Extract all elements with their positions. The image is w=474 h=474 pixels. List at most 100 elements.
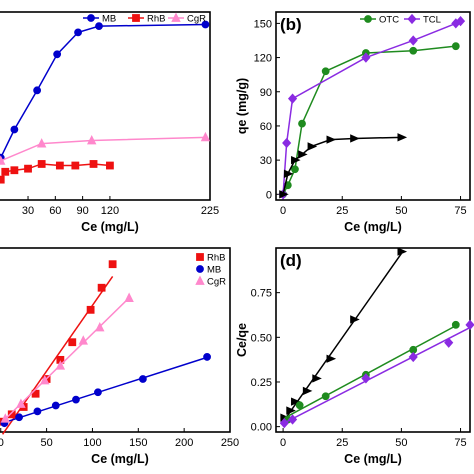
y-tick-label: 90 bbox=[260, 87, 272, 99]
data-point bbox=[68, 338, 77, 347]
legend-marker bbox=[195, 275, 205, 285]
plot-frame bbox=[275, 11, 471, 201]
series-mb bbox=[0, 353, 211, 428]
series-2 bbox=[283, 320, 460, 424]
panel-label: (d) bbox=[280, 251, 302, 270]
data-point bbox=[55, 161, 64, 170]
data-point bbox=[451, 42, 460, 51]
legend-label: TCL bbox=[423, 15, 441, 26]
legend: OTC TCL bbox=[360, 13, 441, 26]
y-tick-label: 60 bbox=[260, 121, 272, 133]
data-point bbox=[71, 161, 80, 170]
fit-line bbox=[283, 326, 471, 424]
x-axis-label: Ce (mg/L) bbox=[81, 220, 139, 234]
series-otc bbox=[279, 42, 460, 199]
data-point bbox=[94, 388, 102, 397]
data-point bbox=[40, 374, 50, 385]
data-point bbox=[78, 335, 88, 345]
data-point bbox=[53, 50, 62, 59]
data-point bbox=[89, 160, 98, 168]
y-tick-label: 0.75 bbox=[251, 288, 272, 300]
data-point bbox=[287, 93, 298, 104]
x-tick-label: 0 bbox=[280, 437, 286, 449]
x-tick-label: 60 bbox=[49, 205, 61, 217]
series-3 bbox=[279, 133, 408, 199]
legend-marker bbox=[132, 14, 140, 22]
data-point bbox=[291, 165, 299, 174]
x-tick-label: 30 bbox=[22, 205, 34, 217]
y-tick-label: 0 bbox=[266, 189, 272, 201]
data-point bbox=[95, 321, 105, 332]
data-point bbox=[138, 375, 147, 383]
x-tick-label: 250 bbox=[221, 437, 239, 449]
panel-label: (b) bbox=[280, 15, 302, 34]
data-point bbox=[108, 260, 117, 269]
data-point bbox=[33, 86, 42, 95]
data-point bbox=[15, 413, 23, 422]
data-point bbox=[291, 397, 301, 406]
data-point bbox=[1, 167, 10, 176]
legend-label: CgR bbox=[187, 14, 206, 25]
data-point bbox=[295, 401, 304, 410]
data-point bbox=[282, 137, 292, 149]
data-point bbox=[455, 15, 466, 27]
data-point bbox=[298, 119, 306, 128]
data-point bbox=[0, 155, 6, 165]
legend-marker bbox=[407, 13, 417, 25]
panel-4: 0 25 50 75 0.00 0.25 0.50 0.75 Ce (mg/L) Ce/qe (d) bbox=[235, 247, 474, 466]
y-tick-label: 0.25 bbox=[251, 377, 272, 389]
legend-label: RhB bbox=[207, 253, 225, 264]
y-tick-label: 150 bbox=[254, 18, 272, 30]
series-mb bbox=[0, 20, 210, 162]
legend-label: OTC bbox=[379, 15, 399, 26]
legend-marker bbox=[196, 253, 204, 261]
x-tick-label: 200 bbox=[175, 437, 193, 449]
series-3 bbox=[279, 319, 474, 429]
legend-marker bbox=[364, 15, 372, 23]
data-point bbox=[326, 354, 337, 363]
series-1 bbox=[280, 247, 408, 422]
data-point bbox=[287, 414, 298, 425]
data-point bbox=[409, 46, 418, 55]
data-point bbox=[286, 406, 296, 415]
x-tick-label: 0 bbox=[280, 205, 286, 217]
x-tick-label: 75 bbox=[454, 437, 466, 449]
data-point bbox=[74, 28, 82, 37]
series-cgr bbox=[0, 131, 211, 165]
x-tick-label: 50 bbox=[40, 437, 52, 449]
x-tick-label: 100 bbox=[83, 437, 101, 449]
data-point bbox=[444, 337, 454, 348]
plot-frame bbox=[0, 247, 231, 433]
plot-frame bbox=[0, 11, 211, 201]
fit-line bbox=[1, 275, 114, 435]
data-point bbox=[279, 190, 289, 199]
y-tick-label: 30 bbox=[260, 155, 272, 167]
data-point bbox=[16, 398, 26, 408]
x-tick-label: 25 bbox=[336, 205, 348, 217]
series-tcl bbox=[278, 15, 466, 200]
series-rhb bbox=[0, 160, 114, 184]
data-point bbox=[72, 395, 80, 404]
x-axis-label: Ce (mg/L) bbox=[344, 452, 402, 466]
data-point bbox=[10, 166, 19, 175]
data-point bbox=[326, 135, 337, 144]
y-tick-label: 0.50 bbox=[251, 332, 272, 344]
x-tick-label: 225 bbox=[201, 205, 219, 217]
series-cgr bbox=[0, 292, 134, 423]
data-point bbox=[97, 283, 106, 292]
data-point bbox=[201, 20, 210, 29]
data-point bbox=[279, 417, 289, 429]
x-tick-label: 120 bbox=[101, 205, 119, 217]
legend-label: MB bbox=[207, 265, 221, 276]
y-tick-label: 120 bbox=[254, 53, 272, 65]
series-line bbox=[282, 136, 402, 195]
data-point bbox=[87, 134, 97, 145]
data-point bbox=[465, 319, 474, 330]
data-point bbox=[55, 360, 66, 370]
data-point bbox=[283, 169, 294, 178]
data-point bbox=[302, 386, 313, 396]
data-point bbox=[312, 374, 322, 383]
x-tick-label: 150 bbox=[129, 437, 147, 449]
y-axis-label: Ce/qe bbox=[235, 323, 249, 357]
